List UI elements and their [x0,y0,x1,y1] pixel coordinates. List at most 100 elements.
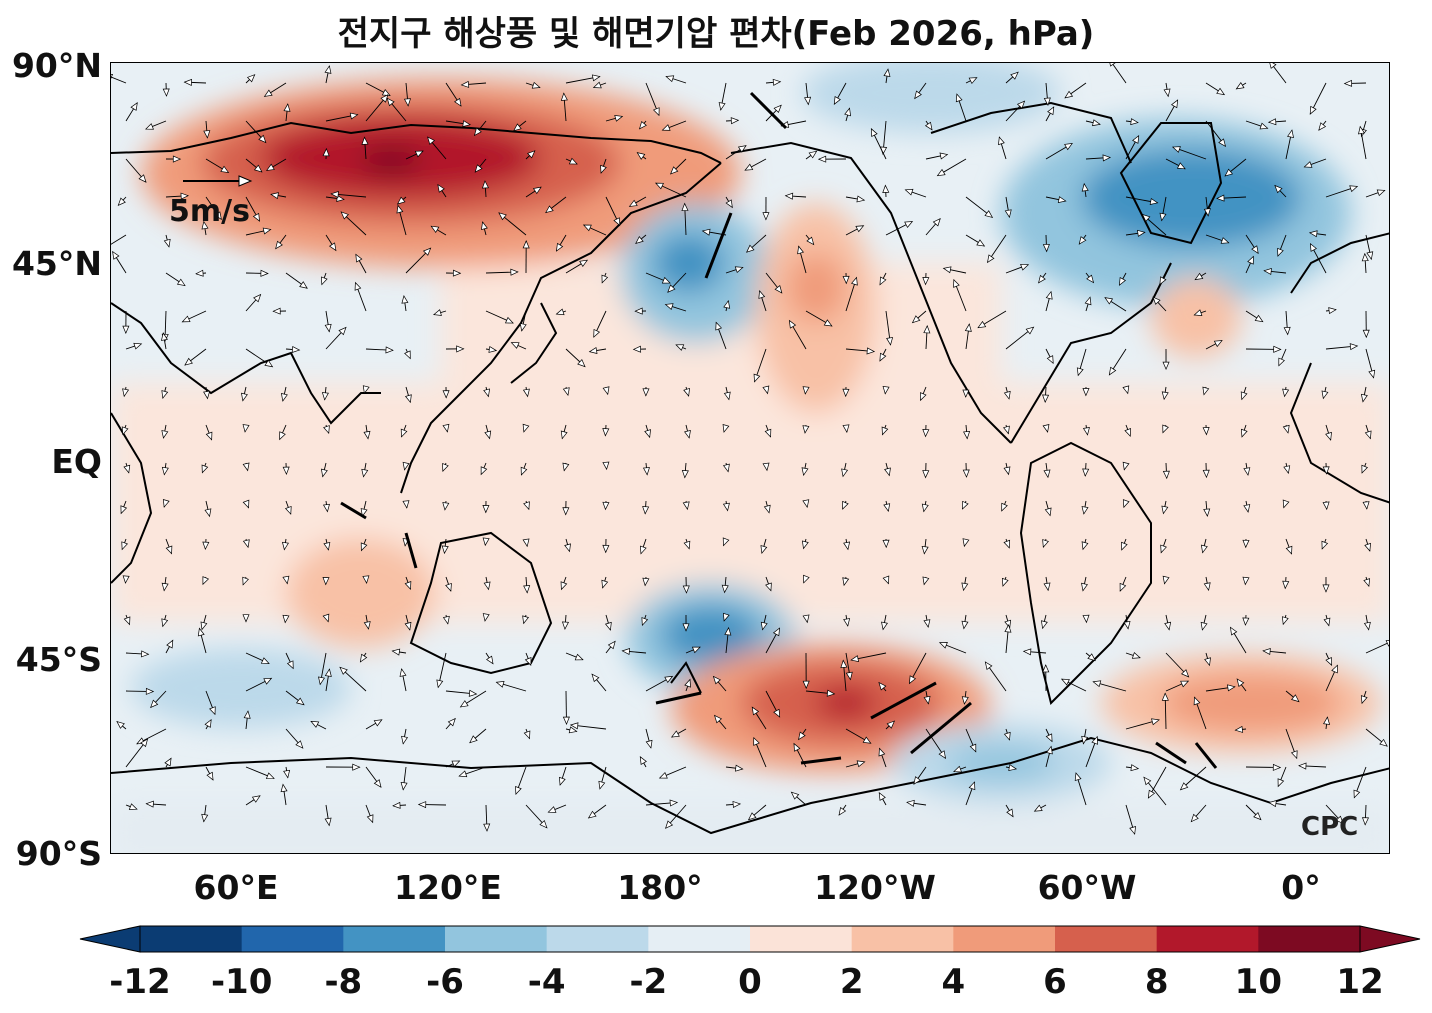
wind-vector-head [683,540,691,550]
wind-vector-head [790,791,800,800]
wind-vector-head [121,426,129,436]
wind-vector-head [564,543,571,553]
wind-vector-head [117,197,126,206]
anomaly-field [111,63,1389,853]
wind-vector-head [588,347,598,354]
wind-vector-head [763,504,771,514]
wind-vector-head [1020,263,1030,271]
wind-vector-head [122,575,130,584]
wind-vector-head [161,430,169,439]
wind-vector-head [587,810,597,819]
wind-vector-head [984,661,993,671]
colorbar-tick-label: 0 [738,962,762,1002]
wind-vector [111,76,127,84]
wind-vector-strong [340,501,367,520]
wind-vector-head [396,204,404,214]
y-tick-90s: 90°S [15,834,102,873]
wind-vector-head [483,823,491,832]
wind-vector-head [913,776,922,785]
wind-vector-head [1180,680,1190,688]
wind-vector-head [1328,307,1337,315]
wind-vector-head [1204,657,1211,667]
x-tick-60w: 60°W [1037,868,1137,907]
wind-vector-head [1003,390,1011,400]
wind-vector-head [722,463,730,473]
coastlines [111,101,1389,835]
wind-vector-head [1087,653,1096,662]
wind-vector-head [264,359,274,368]
wind-vector-head [881,621,888,631]
wind-vector-head [561,621,569,630]
wind-vector-head [1045,745,1053,755]
wind-vector-head [878,681,887,691]
wind-vector-head [1064,90,1074,99]
wind-vector-head [539,819,548,829]
wind-vector-head [843,618,851,627]
wind-vector-head [1082,427,1090,436]
wind-vector-head [403,98,411,107]
wind-vector-head [523,501,530,511]
wind-vector-head [560,581,568,591]
wind-vector-head [404,581,412,590]
wind-vector-head [1170,99,1179,109]
wind-vector-head [641,617,649,627]
wind-vector-head [591,74,601,82]
wind-vector-head [1060,678,1070,686]
wind-vector-head [1046,355,1054,365]
wind-vector-head [181,315,191,323]
wind-vector-head [283,103,291,112]
wind-vector-head [359,653,368,663]
wind-vector-head [1160,544,1167,554]
wind-vector-head [262,227,272,235]
wind-vector-head [161,618,169,628]
wind-vector-head [922,470,930,479]
wind-vector-head [340,211,349,220]
wind-vector-head [1366,251,1374,261]
wind-vector-head [878,747,886,757]
wind-vector-head [562,507,570,516]
wind-vector-head [968,781,976,791]
wind-vector-head [1161,505,1169,515]
colorbar-segment [750,926,853,952]
wind-vector-head [260,657,270,664]
wind-vector-head [433,309,442,316]
wind-vector-head [802,386,810,395]
wind-vector-head [1149,198,1159,205]
wind-vector-head [111,73,114,80]
wind-vector-head [243,710,251,719]
wind-vector-head [1282,388,1290,398]
wind-vector-head [414,150,424,158]
wind-vector-head [321,392,329,401]
wind-vector-head [1081,735,1089,745]
wind-vector-head [1282,580,1290,590]
wind-vector-head [632,345,642,353]
wind-vector-head [562,387,570,397]
wind-vector-head [318,676,325,686]
wind-vector-head [1042,539,1049,548]
wind-vector-head [806,236,815,246]
wind-vector-head [241,392,248,402]
wind-vector-head [953,278,960,288]
wind-vector-head [498,212,507,221]
wind-vector-head [1278,357,1285,367]
wind-vector-head [838,807,847,816]
wind-vector-head [1282,499,1290,509]
wind-vector-head [1121,541,1128,551]
wind-vector-head [802,425,810,434]
wind-vector-head [664,303,674,311]
wind-vector-head [263,89,273,97]
wind-vector-head [961,696,969,705]
x-tick-60e: 60°E [193,868,279,907]
colorbar-tick-label: 10 [1234,962,1282,1002]
wind-vector-head [723,391,731,401]
wind-vector-head [559,776,566,786]
wind-vector-head [1141,213,1151,222]
wind-vector-head [683,387,690,397]
wind-vector-head [955,93,963,103]
wind-vector-head [762,212,770,221]
wind-vector-head [574,653,584,661]
wind-vector-head [265,772,275,779]
wind-vector-head [760,545,768,554]
wind-vector-head [1003,731,1011,741]
reference-vector-label: 5m/s [169,194,250,229]
